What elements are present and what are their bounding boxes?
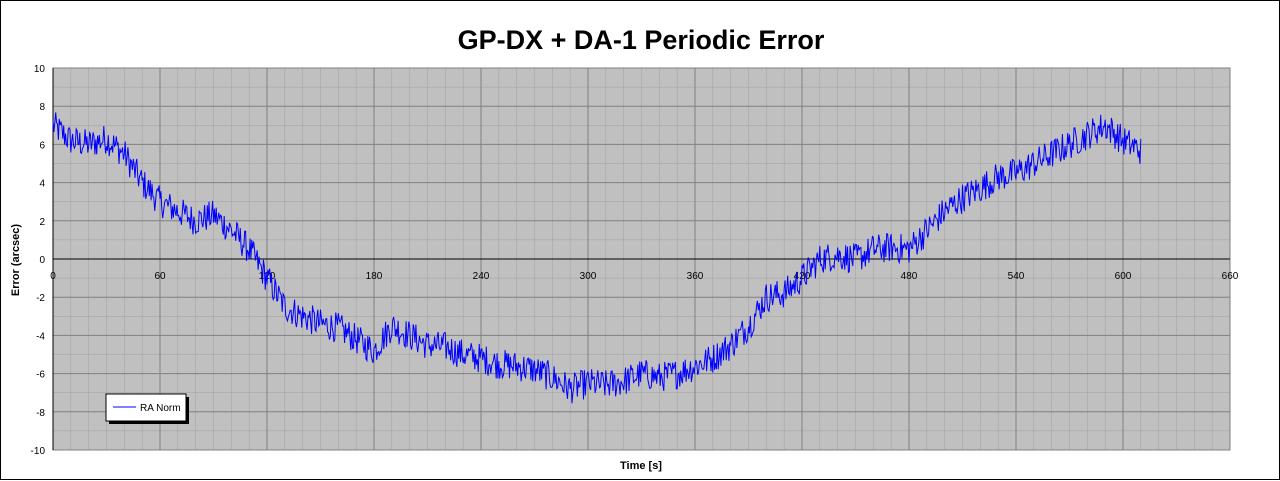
- y-tick-label: -6: [36, 370, 45, 381]
- x-tick-label: 360: [687, 271, 704, 282]
- x-tick-label: 540: [1008, 271, 1025, 282]
- y-tick-label: -4: [36, 331, 45, 342]
- x-tick-label: 420: [794, 271, 811, 282]
- x-tick-label: 660: [1222, 271, 1239, 282]
- y-tick-label: 8: [39, 102, 45, 113]
- y-tick-label: 6: [39, 140, 45, 151]
- x-tick-label: 480: [901, 271, 918, 282]
- y-tick-label: 0: [39, 255, 45, 266]
- x-tick-label: 60: [154, 271, 166, 282]
- legend: RA Norm: [105, 393, 189, 424]
- x-tick-label: 180: [366, 271, 383, 282]
- y-tick-label: 4: [39, 179, 45, 190]
- series-line-ra-norm: [52, 112, 1142, 404]
- legend-label: RA Norm: [140, 403, 181, 414]
- y-axis-label: Error (arcsec): [10, 224, 22, 296]
- y-tick-label: -2: [36, 293, 45, 304]
- y-tick-label: -8: [36, 408, 45, 419]
- y-tick-label: 2: [39, 217, 45, 228]
- x-tick-label: 300: [580, 271, 597, 282]
- y-tick-label: 10: [34, 64, 46, 75]
- x-tick-label: 0: [50, 271, 56, 282]
- y-tick-label: -10: [31, 446, 46, 457]
- chart-title: GP-DX + DA-1 Periodic Error: [458, 25, 825, 55]
- x-tick-label: 240: [473, 271, 490, 282]
- x-axis-label: Time [s]: [620, 460, 662, 472]
- x-tick-label: 600: [1115, 271, 1132, 282]
